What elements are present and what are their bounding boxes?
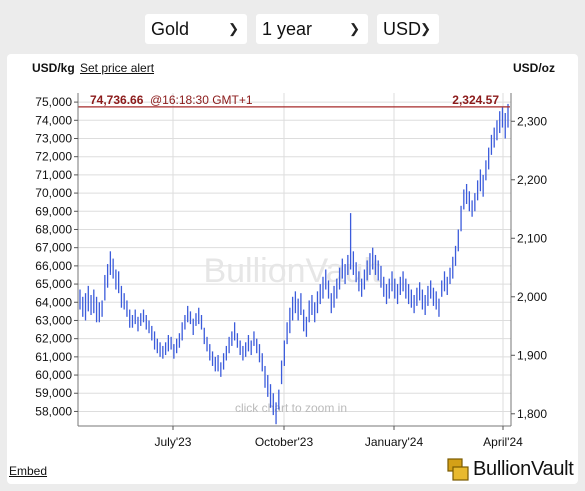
chart-controls: Gold ❯ 1 year ❯ USD ❯ [0, 14, 585, 44]
left-tick-label: 72,000 [35, 150, 72, 164]
metal-select[interactable]: Gold ❯ [145, 14, 247, 44]
right-tick-label: 2,200 [517, 173, 547, 187]
x-tick-label: January'24 [365, 435, 424, 449]
left-tick-label: 64,000 [35, 295, 72, 309]
currency-select[interactable]: USD ❯ [377, 14, 439, 44]
chart-watermark: BullionVault [203, 252, 381, 290]
left-tick-label: 69,000 [35, 204, 72, 218]
chevron-down-icon: ❯ [228, 21, 239, 36]
brand-name: BullionVault [473, 458, 574, 480]
right-tick-label: 2,000 [517, 290, 547, 304]
left-tick-label: 75,000 [35, 95, 72, 109]
grid-lines [78, 93, 511, 426]
chart-panel [7, 54, 578, 484]
left-tick-label: 74,000 [35, 113, 72, 127]
left-tick-label: 66,000 [35, 259, 72, 273]
right-axis-unit: USD/oz [513, 61, 555, 75]
left-tick-label: 58,000 [35, 404, 72, 418]
right-tick-label: 1,800 [517, 407, 547, 421]
right-tick-label: 2,100 [517, 231, 547, 245]
left-tick-label: 60,000 [35, 368, 72, 382]
current-price-time: @16:18:30 GMT+1 [150, 93, 253, 107]
x-tick-label: April'24 [483, 435, 523, 449]
left-tick-label: 65,000 [35, 277, 72, 291]
left-tick-label: 67,000 [35, 241, 72, 255]
embed-link[interactable]: Embed [9, 464, 48, 478]
right-tick-label: 2,300 [517, 114, 547, 128]
left-tick-label: 62,000 [35, 332, 72, 346]
current-price-oz: 2,324.57 [452, 93, 499, 107]
price-bars [79, 103, 509, 425]
chevron-down-icon: ❯ [349, 21, 360, 36]
left-tick-label: 70,000 [35, 186, 72, 200]
x-tick-label: October'23 [255, 435, 314, 449]
x-tick-label: July'23 [155, 435, 192, 449]
left-tick-label: 71,000 [35, 168, 72, 182]
currency-select-value: USD [383, 19, 422, 39]
period-select[interactable]: 1 year ❯ [256, 14, 368, 44]
left-tick-label: 73,000 [35, 131, 72, 145]
right-axis-ticks: 1,800 1,900 2,000 2,100 2,200 2,300 [511, 114, 547, 421]
left-tick-label: 63,000 [35, 313, 72, 327]
left-tick-label: 61,000 [35, 350, 72, 364]
period-select-value: 1 year [262, 19, 313, 39]
right-tick-label: 1,900 [517, 348, 547, 362]
left-tick-label: 68,000 [35, 222, 72, 236]
x-axis-ticks: July'23 October'23 January'24 April'24 [155, 426, 523, 449]
zoom-hint: click chart to zoom in [235, 401, 347, 415]
set-price-alert-link[interactable]: Set price alert [80, 61, 155, 75]
bullionvault-logo[interactable]: BullionVault [445, 457, 575, 483]
current-price-kg: 74,736.66 [90, 93, 144, 107]
gold-bar-icon [447, 458, 469, 481]
left-tick-label: 59,000 [35, 386, 72, 400]
chevron-down-icon: ❯ [420, 21, 431, 36]
metal-select-value: Gold [151, 19, 190, 39]
left-axis-ticks: 58,000 59,000 60,000 61,000 62,000 63,000 64,0… [35, 95, 78, 418]
left-axis-unit: USD/kg [32, 61, 75, 75]
